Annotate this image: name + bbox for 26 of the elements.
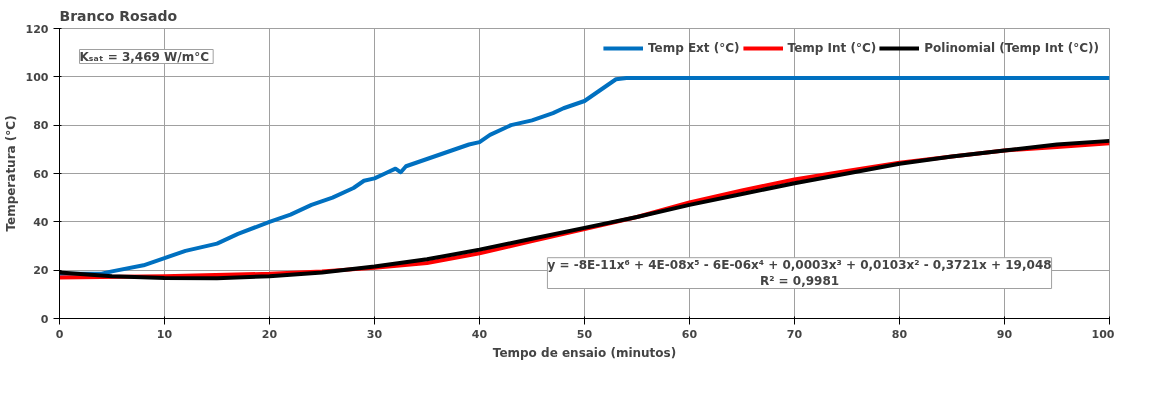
legend-label: Polinomial (Temp Int (°C)): [924, 41, 1099, 55]
x-tick-label: 80: [891, 327, 908, 341]
x-tick-label: 100: [1091, 327, 1115, 341]
y-tick-label: 80: [33, 119, 49, 133]
x-tick-label: 40: [471, 327, 488, 341]
y-tick-label: 0: [40, 312, 49, 326]
x-tick-label: 0: [55, 327, 64, 341]
legend-label: Temp Int (°C): [787, 41, 877, 55]
x-tick-label: 70: [786, 327, 803, 341]
x-tick-label: 90: [996, 327, 1013, 341]
x-tick-label: 30: [366, 327, 383, 341]
chart-title: Branco Rosado: [59, 7, 178, 24]
y-axis-title: Temperatura (°C): [3, 115, 18, 232]
x-axis-title: Tempo de ensaio (minutos): [492, 345, 677, 360]
annotation: y = -8E-11x⁶ + 4E-08x⁵ - 6E-06x⁴ + 0,0003x³ + 0,0103x² - 0,3721x + 19,048 R² = 0,9981: [547, 257, 1052, 289]
annotation: Kₛₐₜ = 3,469 W/m°C: [79, 49, 210, 64]
y-tick-label: 60: [33, 167, 49, 181]
legend-label: Temp Ext (°C): [647, 41, 740, 55]
y-tick-label: 100: [25, 70, 49, 84]
x-tick-label: 50: [576, 327, 593, 341]
y-tick-label: 20: [33, 264, 49, 278]
x-tick-label: 60: [681, 327, 698, 341]
y-tick-label: 40: [33, 215, 49, 229]
y-tick-label: 120: [25, 22, 49, 36]
x-tick-label: 10: [156, 327, 173, 341]
x-tick-label: 20: [261, 327, 278, 341]
